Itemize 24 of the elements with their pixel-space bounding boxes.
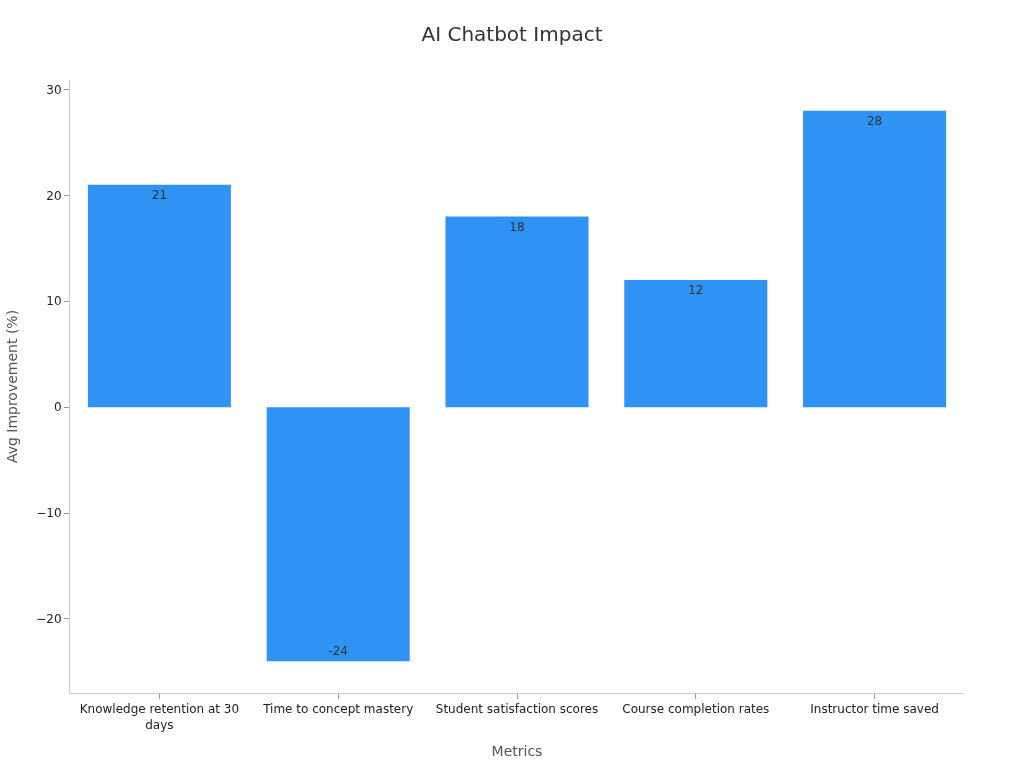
data-label: 21 [151, 187, 168, 202]
y-tick-label: 10 [46, 294, 62, 309]
x-tick-label: Time to concept mastery [262, 702, 414, 717]
y-tick-label: 20 [46, 188, 62, 203]
data-label: 18 [509, 219, 525, 234]
x-tick-label: Instructor time saved [810, 702, 939, 717]
y-axis-title: Avg Improvement (%) [3, 309, 20, 464]
y-tick-label: −20 [36, 612, 62, 627]
bar [87, 184, 231, 408]
y-tick-label: −10 [36, 506, 62, 521]
x-tick-label: Student satisfaction scores [435, 702, 599, 717]
bar [803, 110, 947, 408]
chart-title: AI Chatbot Impact [421, 21, 603, 46]
x-tick-label: Knowledge retention at 30 days [79, 702, 240, 732]
data-label: 12 [688, 283, 704, 298]
data-label: 28 [866, 113, 883, 128]
y-tick-label: 0 [53, 400, 62, 415]
y-tick-label: 30 [46, 82, 62, 97]
data-label: -24 [328, 644, 348, 659]
bar [445, 216, 589, 408]
x-axis-title: Metrics [491, 743, 543, 760]
bar [624, 280, 768, 408]
x-tick-label: Course completion rates [622, 702, 770, 717]
bar [266, 407, 410, 662]
